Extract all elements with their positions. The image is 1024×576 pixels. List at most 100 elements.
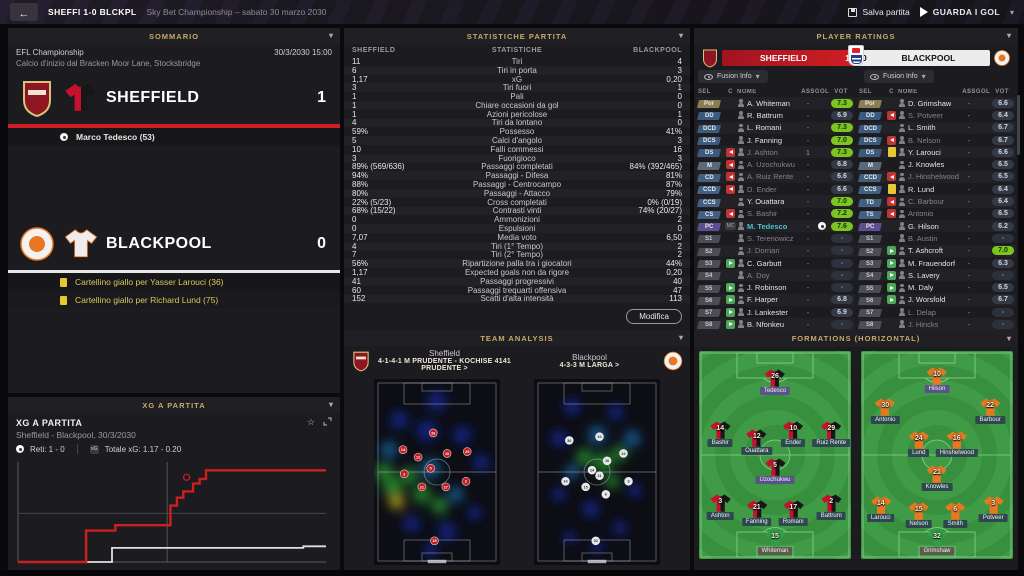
- formation-player[interactable]: 5 Uzochukwu: [755, 458, 795, 485]
- formation-player[interactable]: 3 Potveer: [978, 496, 1008, 522]
- player-row[interactable]: CS S. Bashir - 7.2: [696, 208, 855, 220]
- formation-player[interactable]: 10 Hilson: [924, 367, 950, 393]
- player-ratings-header[interactable]: PLAYER RATINGS: [694, 28, 1018, 44]
- favorite-star-icon[interactable]: ☆: [306, 417, 315, 427]
- player-row[interactable]: S6 J. Worsfold - 6.7: [857, 293, 1016, 307]
- player-name: C. Barbour: [908, 197, 945, 207]
- player-row[interactable]: CCD D. Ender - 6.6: [696, 183, 855, 195]
- yellow-card-event[interactable]: Cartellino giallo per Yasser Larouci (36…: [8, 273, 340, 291]
- formation-player[interactable]: 16 Hinshelwood: [935, 431, 978, 458]
- formations-header[interactable]: FORMATIONS (HORIZONTAL): [694, 330, 1018, 347]
- player-row[interactable]: DCD L. Romani - 7.3: [696, 121, 855, 134]
- away-team-row[interactable]: BLACKPOOL 0: [8, 218, 340, 270]
- fusion-info-dropdown-home[interactable]: Fusion Info: [698, 70, 768, 83]
- heatmap-player-dot: 2: [461, 477, 471, 486]
- player-row[interactable]: S3 M. Frauendorf - 6.3: [857, 257, 1016, 269]
- formation-player[interactable]: 6 Smith: [943, 502, 967, 528]
- player-row[interactable]: S4 A. Doy - -: [696, 269, 855, 282]
- xg-panel-header[interactable]: XG A PARTITA: [8, 397, 340, 413]
- player-row[interactable]: S2 T. Ashcroft - 7.0: [857, 244, 1016, 257]
- player-name-label: Lund: [908, 449, 930, 458]
- rating-badge: 6.6: [831, 172, 853, 182]
- formation-player[interactable]: 24 Lund: [908, 431, 930, 458]
- formation-player[interactable]: 29 Ruiz Rente: [812, 421, 851, 447]
- player-row[interactable]: DCS B. Nelson - 6.7: [857, 134, 1016, 146]
- player-name: J. Dorrian: [747, 246, 780, 256]
- home-team-row[interactable]: SHEFFIELD 1: [8, 72, 340, 124]
- player-row[interactable]: TD C. Barbour - 6.4: [857, 195, 1016, 208]
- formation-player[interactable]: 10 Ender: [781, 421, 806, 447]
- player-row[interactable]: DCD L. Smith - 6.7: [857, 121, 1016, 134]
- scrollbar[interactable]: [1017, 95, 1020, 155]
- player-row[interactable]: PC MC M. Tedesco - 7.6: [696, 219, 855, 233]
- player-row[interactable]: M A. Uzochukwu - 6.8: [696, 158, 855, 170]
- formation-player[interactable]: 22 Barbour: [975, 398, 1005, 424]
- back-button[interactable]: [10, 3, 38, 21]
- player-row[interactable]: Por D. Grimshaw - 6.6: [857, 97, 1016, 110]
- formation-player[interactable]: 15 Nelson: [905, 502, 933, 528]
- formation-player[interactable]: 17 Romani: [778, 500, 808, 526]
- goal-event[interactable]: Marco Tedesco (53): [8, 128, 340, 146]
- player-row[interactable]: S8 J. Hincks - -: [857, 318, 1016, 331]
- player-row[interactable]: DD S. Potveer - 6.4: [857, 109, 1016, 121]
- player-row[interactable]: CCS R. Lund - 6.4: [857, 183, 1016, 195]
- shirt-number: 24: [914, 435, 923, 443]
- shirt-number: 6: [953, 505, 958, 513]
- player-row[interactable]: S7 L. Delap - -: [857, 306, 1016, 318]
- player-row[interactable]: S5 J. Robinson - -: [696, 281, 855, 293]
- player-row[interactable]: S4 S. Lavery - -: [857, 269, 1016, 282]
- player-row[interactable]: Por A. Whiteman - 7.3: [696, 97, 855, 110]
- analysis-away-tactic-link[interactable]: 4-3-3 M LARGA >: [559, 361, 620, 369]
- chevron-down-icon: [1007, 31, 1012, 40]
- formation-player[interactable]: 14 Bashir: [707, 421, 733, 447]
- player-row[interactable]: DCS J. Fanning - 7.0: [696, 134, 855, 146]
- formation-player[interactable]: 14 Larouci: [866, 496, 895, 522]
- formation-player[interactable]: 15 Whiteman: [757, 529, 793, 555]
- player-row[interactable]: CCD J. Hinshelwood - 6.5: [857, 170, 1016, 184]
- stat-label: Ripartizione palla tra i giocatori: [462, 259, 572, 269]
- player-row[interactable]: S3 C. Garbutt - -: [696, 257, 855, 269]
- yellow-card-event[interactable]: Cartellino giallo per Richard Lund (75): [8, 291, 340, 309]
- save-match-button[interactable]: Salva partita: [848, 7, 910, 17]
- formation-player[interactable]: 12 Ouattara: [741, 429, 773, 456]
- heatmap-player-dot: 14: [561, 477, 570, 486]
- player-row[interactable]: DS J. Ashton 1 7.3: [696, 146, 855, 159]
- player-row[interactable]: S7 J. Lankester - 6.9: [696, 306, 855, 318]
- player-row[interactable]: S5 M. Daly - 6.5: [857, 281, 1016, 293]
- expand-icon[interactable]: [323, 417, 332, 426]
- analysis-home-tactic-link[interactable]: 4-1-4-1 M PRUDENTE - KOCHISE 4141 PRUDEN…: [377, 358, 512, 373]
- svg-text:22: 22: [621, 452, 625, 456]
- player-row[interactable]: S6 F. Harper - 6.8: [696, 293, 855, 307]
- match-stats-header[interactable]: STATISTICHE PARTITA: [344, 28, 690, 44]
- rating-badge: -: [831, 283, 853, 293]
- player-row[interactable]: M J. Knowles - 6.5: [857, 158, 1016, 170]
- player-row[interactable]: S1 S. Terenowicz - -: [696, 232, 855, 244]
- edit-stats-button[interactable]: Modifica: [626, 309, 682, 325]
- player-row[interactable]: TS Antonio - 6.5: [857, 208, 1016, 220]
- player-row[interactable]: DS Y. Larouci - 6.6: [857, 146, 1016, 159]
- formation-player[interactable]: 21 Knowles: [921, 464, 953, 491]
- player-row[interactable]: PC G. Hilson - 6.2: [857, 219, 1016, 233]
- formation-player[interactable]: 3 Ashton: [706, 493, 734, 520]
- player-row[interactable]: CCS Y. Ouattara - 7.0: [696, 195, 855, 208]
- chevron-down-icon: [329, 400, 334, 409]
- formation-player[interactable]: 2 Battrum: [816, 493, 846, 520]
- player-row[interactable]: S2 J. Dorrian - -: [696, 244, 855, 257]
- player-row[interactable]: DD R. Battrum - 6.9: [696, 109, 855, 121]
- player-row[interactable]: S1 B. Austin - -: [857, 232, 1016, 244]
- chevron-down-icon[interactable]: [1010, 8, 1014, 17]
- team-analysis-header[interactable]: TEAM ANALYSIS: [344, 330, 690, 347]
- formation-player[interactable]: 26 Tedesco: [759, 369, 791, 395]
- position-badge: S8: [697, 321, 721, 330]
- player-name-label: Bashir: [707, 438, 733, 447]
- formation-player[interactable]: 32 Grimshaw: [919, 529, 955, 555]
- player-row[interactable]: CD A. Ruiz Rente - 6.6: [696, 170, 855, 184]
- formation-player[interactable]: 21 Fanning: [741, 500, 772, 526]
- player-row[interactable]: S8 B. Nfonkeu - -: [696, 318, 855, 331]
- rating-badge: 6.4: [992, 184, 1014, 194]
- stat-label: Passaggi - Attacco: [483, 188, 551, 198]
- watch-goals-button[interactable]: GUARDA I GOL: [919, 7, 1000, 17]
- formation-player[interactable]: 30 Antonio: [871, 398, 900, 424]
- summary-header[interactable]: SOMMARIO: [8, 28, 340, 44]
- fusion-info-dropdown-away[interactable]: Fusion Info: [864, 70, 934, 83]
